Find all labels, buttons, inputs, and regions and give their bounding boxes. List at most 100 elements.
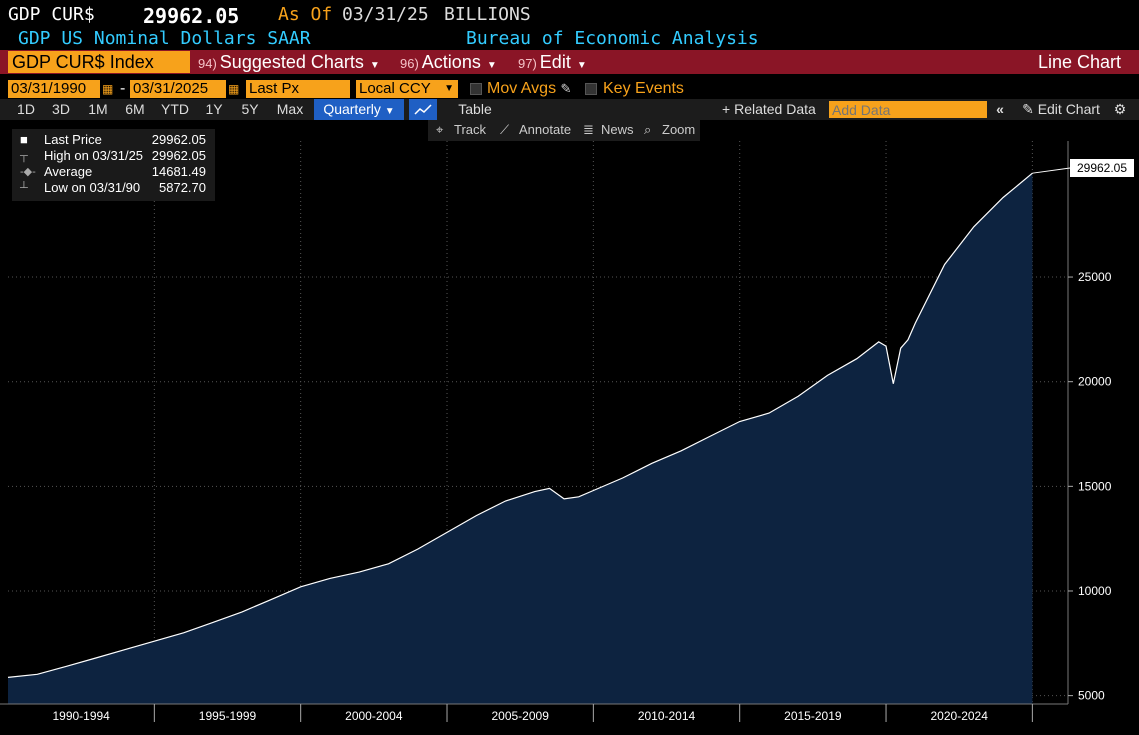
- y-tick-label: 25000: [1078, 270, 1112, 284]
- last-value-tag: 29962.05: [1070, 159, 1134, 177]
- source: Bureau of Economic Analysis: [466, 28, 759, 49]
- menu-label: Suggested Charts: [219, 52, 364, 72]
- calendar-icon[interactable]: ▦: [102, 82, 114, 96]
- key-events-label[interactable]: Key Events: [603, 80, 684, 97]
- legend-label: Average: [44, 164, 93, 179]
- currency-value: Local CCY: [359, 80, 431, 97]
- security-label: GDP CUR$ Index: [12, 52, 154, 72]
- legend-label: Low on 03/31/90: [44, 180, 141, 195]
- currency-selector[interactable]: Local CCY ▼: [356, 80, 458, 98]
- key-events-checkbox[interactable]: [585, 83, 597, 95]
- low-marker-icon: ┴: [20, 182, 28, 194]
- x-period-label: 2015-2019: [784, 709, 842, 723]
- gdp-area-chart[interactable]: 5000 10000 15000 20000 25000 1990-1994 1995-19…: [0, 141, 1139, 735]
- chart-tools: ⌖ Track ⟋ Annotate ≣ News ⌕ Zoom: [428, 120, 700, 141]
- y-tick-label: 5000: [1078, 689, 1105, 703]
- menu-fn-number: 94): [198, 56, 217, 71]
- actions-menu[interactable]: 96) Actions ▼: [400, 51, 497, 73]
- legend-value: 5872.70: [159, 180, 206, 195]
- range-1d[interactable]: 1D: [17, 101, 35, 117]
- legend-value: 29962.05: [151, 132, 206, 147]
- x-period-label: 2010-2014: [638, 709, 696, 723]
- crosshair-icon[interactable]: ⌖: [436, 122, 444, 137]
- chart-type-label[interactable]: Line Chart: [1037, 52, 1121, 72]
- date-separator: -: [120, 80, 126, 97]
- end-date-value: 03/31/2025: [133, 80, 209, 97]
- y-tick-label: 15000: [1078, 479, 1112, 493]
- range-1y[interactable]: 1Y: [205, 101, 223, 117]
- units: BILLIONS: [444, 4, 531, 25]
- gdp-series-line: [7, 172, 1033, 678]
- annotate-icon[interactable]: ⟋: [500, 122, 510, 137]
- average-marker-icon: -◆-: [20, 166, 36, 178]
- description: GDP US Nominal Dollars SAAR: [18, 28, 311, 49]
- x-period-label: 1995-1999: [199, 709, 257, 723]
- periodicity-selector[interactable]: Quarterly ▼: [314, 99, 404, 120]
- options-bar: 03/31/1990 ▦ - 03/31/2025 ▦ Last Px Loca…: [0, 78, 1139, 99]
- gear-icon[interactable]: ⚙: [1113, 101, 1127, 117]
- related-data-button[interactable]: + Related Data: [722, 99, 820, 120]
- as-of-date: 03/31/25: [342, 4, 429, 25]
- edit-chart-button[interactable]: ✎ Edit Chart: [1014, 99, 1108, 120]
- y-tick-label: 10000: [1078, 584, 1112, 598]
- legend-low: ┴ Low on 03/31/90 5872.70: [18, 180, 212, 196]
- calendar-icon[interactable]: ▦: [228, 82, 240, 96]
- collapse-icon[interactable]: «: [996, 101, 1004, 117]
- ticker: GDP CUR$: [8, 4, 95, 25]
- gdp-area-fill: [8, 173, 1033, 704]
- end-date-field[interactable]: 03/31/2025: [130, 80, 226, 98]
- field-value: Last Px: [249, 80, 300, 97]
- white-square-icon: ■: [20, 132, 28, 147]
- table-button[interactable]: Table: [458, 101, 492, 117]
- related-data-label: Related Data: [734, 101, 816, 117]
- x-period-label: 2000-2004: [345, 709, 403, 723]
- start-date-value: 03/31/1990: [11, 80, 87, 97]
- mov-avgs-checkbox[interactable]: [470, 83, 482, 95]
- x-period-label: 2005-2009: [491, 709, 549, 723]
- chevron-down-icon: ▼: [369, 60, 380, 71]
- legend-high: ┬ High on 03/31/25 29962.05: [18, 148, 212, 164]
- x-period-label: 1990-1994: [52, 709, 110, 723]
- last-price: 29962.05: [143, 4, 240, 28]
- line-chart-icon[interactable]: [409, 99, 437, 120]
- mov-avgs-label[interactable]: Mov Avgs ✎: [487, 80, 571, 98]
- magnifier-icon[interactable]: ⌕: [644, 122, 652, 137]
- track-tool[interactable]: Track: [454, 122, 487, 137]
- legend-value: 14681.49: [151, 164, 206, 179]
- zoom-tool[interactable]: Zoom: [662, 122, 696, 137]
- legend-average: -◆- Average 14681.49: [18, 164, 212, 180]
- chevron-down-icon: ▼: [486, 60, 497, 71]
- menu-fn-number: 97): [518, 56, 537, 71]
- chevron-down-icon: ▼: [444, 83, 454, 94]
- add-data-input[interactable]: [829, 101, 987, 118]
- start-date-field[interactable]: 03/31/1990: [8, 80, 100, 98]
- y-tick-label: 20000: [1078, 375, 1112, 389]
- high-marker-icon: ┬: [20, 150, 28, 162]
- range-ytd[interactable]: YTD: [161, 101, 189, 117]
- x-period-label: 2020-2024: [931, 709, 989, 723]
- legend-last-price: ■ Last Price 29962.05: [18, 132, 212, 148]
- security-field[interactable]: GDP CUR$ Index: [8, 51, 190, 73]
- news-tool[interactable]: News: [601, 122, 634, 137]
- menu-label: Actions: [421, 52, 481, 72]
- range-3d[interactable]: 3D: [52, 101, 70, 117]
- suggested-charts-menu[interactable]: 94) Suggested Charts ▼: [198, 51, 380, 73]
- as-of-label: As Of: [278, 4, 333, 25]
- range-5y[interactable]: 5Y: [241, 101, 259, 117]
- range-max[interactable]: Max: [276, 101, 304, 117]
- range-6m[interactable]: 6M: [125, 101, 145, 117]
- field-selector[interactable]: Last Px: [246, 80, 350, 98]
- menu-label: Edit: [539, 52, 571, 72]
- plus-icon: +: [722, 101, 731, 117]
- pencil-icon[interactable]: ✎: [560, 81, 572, 96]
- menu-fn-number: 96): [400, 56, 419, 71]
- legend-value: 29962.05: [151, 148, 206, 163]
- chevron-down-icon: ▼: [384, 106, 395, 117]
- legend-label: Last Price: [44, 132, 102, 147]
- news-icon[interactable]: ≣: [583, 122, 594, 137]
- edit-menu[interactable]: 97) Edit ▼: [518, 51, 587, 73]
- range-1m[interactable]: 1M: [88, 101, 108, 117]
- chevron-down-icon: ▼: [576, 60, 587, 71]
- annotate-tool[interactable]: Annotate: [519, 122, 572, 137]
- function-bar: GDP CUR$ Index 94) Suggested Charts ▼ 96) A…: [0, 50, 1139, 74]
